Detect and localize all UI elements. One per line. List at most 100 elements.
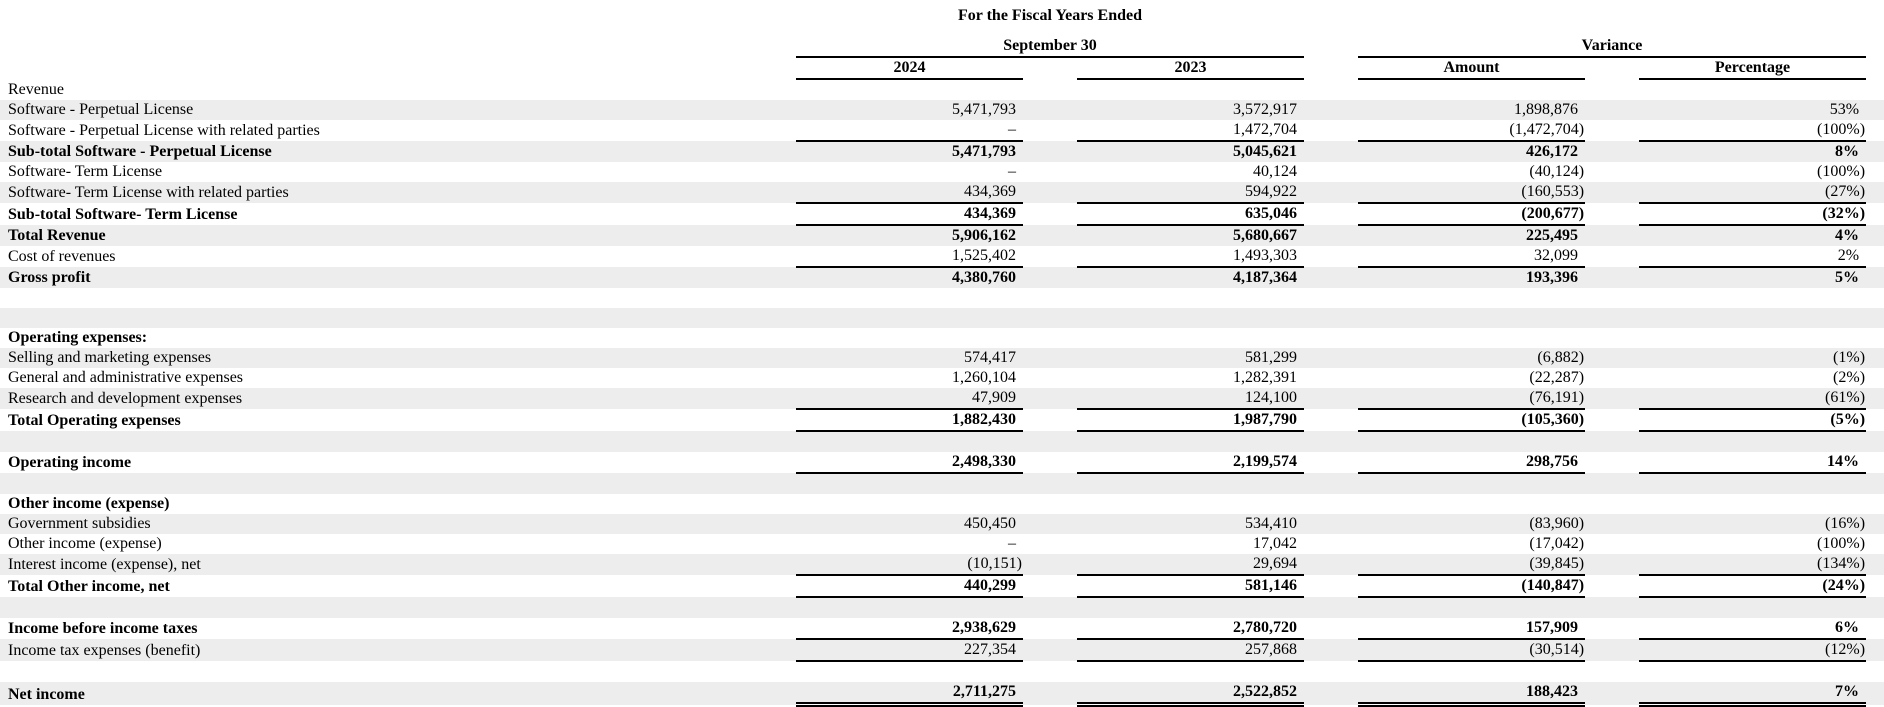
value-text: 434,369 <box>964 205 1016 222</box>
cell-value <box>1358 661 1585 682</box>
right-margin <box>1866 203 1884 225</box>
cell-value: 4,187,364 <box>1077 267 1304 288</box>
cell-value: 1,882,430 <box>796 409 1023 432</box>
column-gap <box>1023 225 1077 246</box>
value-text: (76,191) <box>1529 389 1585 406</box>
column-gap <box>1023 182 1077 203</box>
row-label: Income before income taxes <box>8 620 198 637</box>
row-spacer-cell <box>0 473 796 494</box>
value-text: 3,572,917 <box>1233 101 1298 118</box>
right-margin <box>1866 57 1884 79</box>
spacer-row <box>0 597 1884 618</box>
value-text: 5,680,667 <box>1233 227 1298 244</box>
column-gap <box>1585 79 1639 100</box>
table-row: General and administrative expenses 1,260… <box>0 368 1884 388</box>
header-row-fiscal-title: For the Fiscal Years Ended <box>0 0 1884 26</box>
right-margin <box>1866 0 1884 26</box>
cell-value: 440,299 <box>796 575 1023 598</box>
fiscal-years-header-line1: For the Fiscal Years Ended <box>796 0 1305 26</box>
column-gap <box>1023 514 1077 534</box>
cell-value: 594,922 <box>1077 182 1305 204</box>
column-gap <box>1585 203 1639 225</box>
column-gap <box>1585 452 1639 473</box>
cell-value: 2,522,852 <box>1077 682 1305 707</box>
cell-value <box>1639 473 1866 494</box>
value-text: 298,756 <box>1526 453 1579 470</box>
column-gap <box>1585 246 1639 267</box>
row-label: Cost of revenues <box>8 248 116 265</box>
value-text: (27%) <box>1825 183 1866 200</box>
column-gap <box>1585 431 1639 452</box>
cell-value: 188,423 <box>1358 682 1586 707</box>
header-spacer <box>0 0 796 26</box>
value-text: 2,711,275 <box>952 683 1016 700</box>
spacer-row <box>0 661 1884 682</box>
column-gap <box>1585 597 1639 618</box>
value-text: 426,172 <box>1526 143 1579 160</box>
cell-value <box>796 79 1023 100</box>
right-margin <box>1866 246 1884 267</box>
value-text: (12%) <box>1825 641 1866 658</box>
cell-value: (22,287) <box>1358 368 1585 388</box>
column-gap <box>1023 162 1077 182</box>
column-gap <box>1585 225 1639 246</box>
column-gap <box>1585 494 1639 514</box>
column-gap <box>1023 661 1077 682</box>
right-margin <box>1866 267 1884 288</box>
table-row: Government subsidies 450,450 534,410 (83,96… <box>0 514 1884 534</box>
fiscal-years-header-line2: September 30 <box>796 26 1305 58</box>
column-gap <box>1585 267 1639 288</box>
cell-value: 5,045,621 <box>1077 141 1304 162</box>
row-label: Software- Term License <box>8 163 163 180</box>
cell-value <box>1077 597 1304 618</box>
row-label: Selling and marketing expenses <box>8 349 212 366</box>
row-label: Total Operating expenses <box>8 412 181 429</box>
cell-value <box>1077 661 1304 682</box>
column-gap <box>1023 141 1077 162</box>
cell-value: 1,525,402 <box>796 246 1023 268</box>
cell-value: (140,847) <box>1358 575 1586 598</box>
table-row: Total Revenue 5,906,162 5,680,667 225,495 4% <box>0 225 1884 246</box>
cell-value: 2% <box>1639 246 1867 268</box>
cell-value: 581,299 <box>1077 348 1304 368</box>
column-gap <box>1304 120 1358 141</box>
row-label: Total Revenue <box>8 227 106 244</box>
table-row: Software - Perpetual License 5,471,793 3,5… <box>0 100 1884 120</box>
row-label: Software - Perpetual License with relate… <box>8 122 320 139</box>
value-text: 2,522,852 <box>1233 683 1298 700</box>
value-text: 7% <box>1835 683 1860 700</box>
value-text: 574,417 <box>964 349 1016 366</box>
table-row: Research and development expenses 47,909 1… <box>0 388 1884 410</box>
value-text: (100%) <box>1817 121 1866 138</box>
column-gap <box>1304 288 1358 308</box>
cell-value: 124,100 <box>1077 388 1305 410</box>
column-gap <box>1023 57 1077 79</box>
right-margin <box>1866 575 1884 597</box>
value-text: 1,898,876 <box>1514 101 1579 118</box>
value-text: 53% <box>1829 101 1860 118</box>
column-gap <box>1304 0 1359 26</box>
cell-value: 5,471,793 <box>796 100 1023 120</box>
cell-value: (1,472,704) <box>1358 120 1586 142</box>
row-label: Government subsidies <box>8 515 151 532</box>
cell-value: (12%) <box>1639 639 1867 662</box>
column-gap <box>1023 534 1077 554</box>
value-text: (40,124) <box>1529 163 1585 180</box>
table-row: Other income (expense) <box>0 494 1884 514</box>
header-spacer <box>0 26 796 57</box>
cell-value: 434,369 <box>796 203 1023 226</box>
cell-value: 635,046 <box>1077 203 1305 226</box>
row-label: Operating expenses: <box>8 329 148 346</box>
value-text: 6% <box>1835 619 1860 636</box>
value-text: 1,525,402 <box>952 247 1016 264</box>
column-gap <box>1023 246 1077 267</box>
column-header-percentage: Percentage <box>1639 57 1867 80</box>
column-header-2023: 2023 <box>1077 57 1305 80</box>
cell-value: 5% <box>1639 267 1866 288</box>
cell-value: 257,868 <box>1077 639 1305 662</box>
cell-value: 534,410 <box>1077 514 1304 534</box>
cell-value: 1,282,391 <box>1077 368 1304 388</box>
cell-value <box>796 288 1023 308</box>
column-gap <box>1585 618 1639 639</box>
value-text: 581,146 <box>1245 577 1298 594</box>
